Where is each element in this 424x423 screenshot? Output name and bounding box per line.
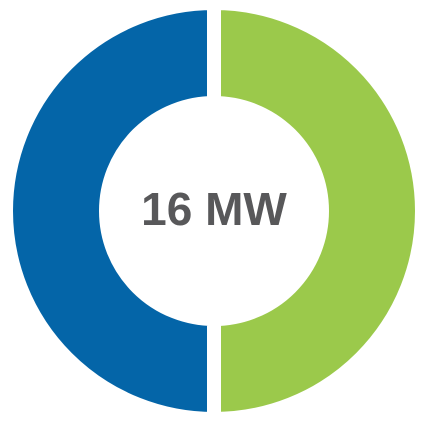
donut-slice	[207, 0, 424, 423]
donut-slice	[0, 0, 221, 423]
center-label: 16 MW	[141, 183, 287, 235]
